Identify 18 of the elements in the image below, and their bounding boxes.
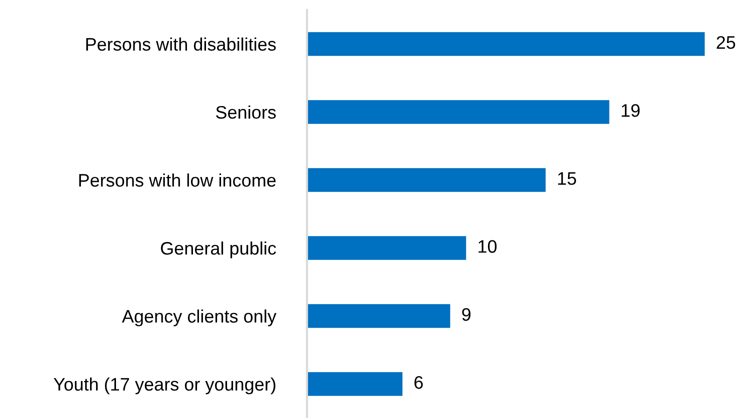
bar	[307, 236, 466, 260]
y-tick-label: Agency clients only	[122, 309, 276, 326]
y-tick-label: General public	[160, 241, 276, 258]
y-tick-label: Seniors	[216, 105, 276, 119]
data-label: 15	[558, 172, 576, 185]
data-label: 19	[622, 104, 640, 117]
data-label: 9	[462, 308, 470, 321]
bar	[307, 168, 546, 192]
data-label: 10	[478, 240, 497, 253]
y-tick-label: Persons with disabilities	[86, 37, 276, 51]
bar	[307, 100, 610, 124]
bar	[307, 372, 402, 396]
bar	[307, 304, 450, 328]
y-tick-label: Youth (17 years or younger)	[54, 377, 276, 394]
y-tick-label: Persons with low income	[79, 173, 276, 187]
bar	[307, 32, 705, 56]
data-label: 25	[716, 36, 736, 49]
data-label: 6	[414, 376, 423, 389]
